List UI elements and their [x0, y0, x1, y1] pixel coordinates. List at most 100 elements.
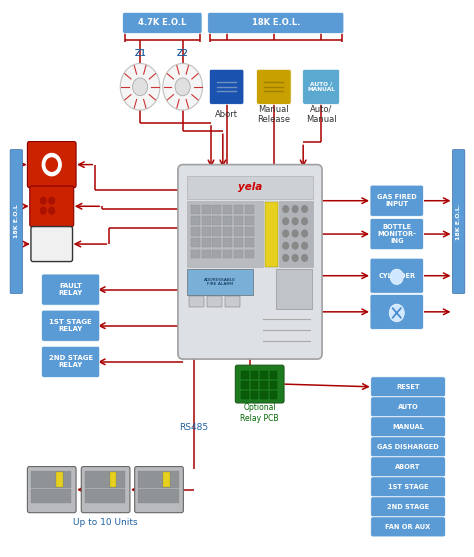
- Text: 18K E.O.L.: 18K E.O.L.: [456, 203, 461, 240]
- FancyBboxPatch shape: [212, 227, 221, 236]
- Text: GAS DISHARGED: GAS DISHARGED: [377, 444, 439, 450]
- FancyBboxPatch shape: [201, 205, 210, 214]
- Text: 2ND STAGE: 2ND STAGE: [387, 504, 429, 510]
- FancyBboxPatch shape: [212, 216, 221, 225]
- Circle shape: [49, 197, 55, 204]
- Circle shape: [302, 206, 308, 212]
- Text: ADDRESSABLE
FIRE ALARM: ADDRESSABLE FIRE ALARM: [204, 277, 237, 286]
- Circle shape: [133, 78, 148, 96]
- FancyBboxPatch shape: [245, 216, 254, 225]
- FancyBboxPatch shape: [371, 497, 446, 517]
- Text: RS485: RS485: [179, 423, 208, 432]
- Circle shape: [292, 206, 298, 212]
- Circle shape: [40, 197, 46, 204]
- Circle shape: [40, 207, 46, 214]
- FancyBboxPatch shape: [251, 391, 258, 399]
- FancyBboxPatch shape: [138, 471, 179, 488]
- Circle shape: [120, 63, 160, 110]
- FancyBboxPatch shape: [234, 227, 243, 236]
- FancyBboxPatch shape: [370, 218, 423, 250]
- FancyBboxPatch shape: [241, 382, 249, 389]
- Text: Z2: Z2: [177, 49, 189, 58]
- FancyBboxPatch shape: [453, 150, 465, 294]
- FancyBboxPatch shape: [123, 12, 202, 33]
- FancyBboxPatch shape: [223, 205, 232, 214]
- FancyBboxPatch shape: [207, 296, 222, 307]
- FancyBboxPatch shape: [225, 296, 240, 307]
- Circle shape: [302, 255, 308, 261]
- FancyBboxPatch shape: [223, 250, 232, 258]
- FancyBboxPatch shape: [191, 250, 200, 258]
- FancyBboxPatch shape: [31, 227, 73, 262]
- FancyBboxPatch shape: [371, 457, 446, 477]
- Text: RESET: RESET: [396, 384, 420, 390]
- FancyBboxPatch shape: [245, 238, 254, 247]
- Text: AUTO: AUTO: [398, 404, 419, 410]
- FancyBboxPatch shape: [234, 216, 243, 225]
- FancyBboxPatch shape: [245, 250, 254, 258]
- Text: Z1: Z1: [134, 49, 146, 58]
- Circle shape: [42, 154, 61, 175]
- Circle shape: [49, 207, 55, 214]
- Text: FAN: FAN: [390, 309, 404, 315]
- FancyBboxPatch shape: [56, 472, 63, 487]
- FancyBboxPatch shape: [187, 175, 313, 199]
- FancyBboxPatch shape: [245, 205, 254, 214]
- FancyBboxPatch shape: [371, 517, 446, 537]
- Circle shape: [283, 255, 289, 261]
- FancyBboxPatch shape: [201, 250, 210, 258]
- Circle shape: [292, 242, 298, 249]
- FancyBboxPatch shape: [163, 472, 170, 487]
- FancyBboxPatch shape: [27, 467, 76, 512]
- FancyBboxPatch shape: [178, 165, 322, 359]
- Circle shape: [292, 255, 298, 261]
- FancyBboxPatch shape: [110, 472, 117, 487]
- FancyBboxPatch shape: [371, 437, 446, 457]
- Text: 18K E.O.L: 18K E.O.L: [14, 204, 19, 238]
- Circle shape: [302, 230, 308, 237]
- FancyBboxPatch shape: [187, 269, 253, 295]
- FancyBboxPatch shape: [245, 227, 254, 236]
- FancyBboxPatch shape: [212, 238, 221, 247]
- FancyBboxPatch shape: [212, 250, 221, 258]
- Circle shape: [175, 78, 190, 96]
- FancyBboxPatch shape: [210, 69, 244, 104]
- Text: ABORT: ABORT: [395, 464, 421, 470]
- Text: 18K E.O.L.: 18K E.O.L.: [252, 18, 300, 27]
- FancyBboxPatch shape: [371, 377, 446, 397]
- FancyBboxPatch shape: [303, 69, 339, 104]
- Text: yela: yela: [238, 182, 262, 192]
- FancyBboxPatch shape: [42, 274, 100, 305]
- Circle shape: [163, 63, 202, 110]
- FancyBboxPatch shape: [212, 205, 221, 214]
- Text: Manual
Release: Manual Release: [257, 105, 291, 124]
- Circle shape: [283, 206, 289, 212]
- Text: MANUAL: MANUAL: [392, 424, 424, 430]
- FancyBboxPatch shape: [370, 294, 423, 329]
- FancyBboxPatch shape: [191, 205, 200, 214]
- FancyBboxPatch shape: [191, 216, 200, 225]
- FancyBboxPatch shape: [208, 12, 344, 33]
- FancyBboxPatch shape: [370, 258, 423, 293]
- FancyBboxPatch shape: [81, 467, 130, 512]
- Circle shape: [390, 269, 403, 285]
- FancyBboxPatch shape: [234, 205, 243, 214]
- Text: AUTO /
MANUAL: AUTO / MANUAL: [307, 81, 335, 92]
- FancyBboxPatch shape: [260, 372, 268, 379]
- FancyBboxPatch shape: [201, 238, 210, 247]
- Text: FAN OR AUX: FAN OR AUX: [385, 524, 431, 530]
- FancyBboxPatch shape: [223, 238, 232, 247]
- Text: 4.7K E.O.L: 4.7K E.O.L: [138, 18, 186, 27]
- Circle shape: [292, 218, 298, 224]
- Circle shape: [389, 304, 404, 322]
- Text: Up to 10 Units: Up to 10 Units: [73, 518, 138, 527]
- Text: Z2: Z2: [177, 49, 189, 58]
- Circle shape: [46, 158, 57, 171]
- Text: 2ND STAGE
RELAY: 2ND STAGE RELAY: [48, 355, 93, 368]
- Text: 1ST STAGE
RELAY: 1ST STAGE RELAY: [49, 319, 92, 332]
- Text: Z1: Z1: [134, 49, 146, 58]
- Circle shape: [283, 218, 289, 224]
- FancyBboxPatch shape: [241, 372, 249, 379]
- FancyBboxPatch shape: [189, 296, 204, 307]
- Text: CYLINDER: CYLINDER: [378, 273, 415, 278]
